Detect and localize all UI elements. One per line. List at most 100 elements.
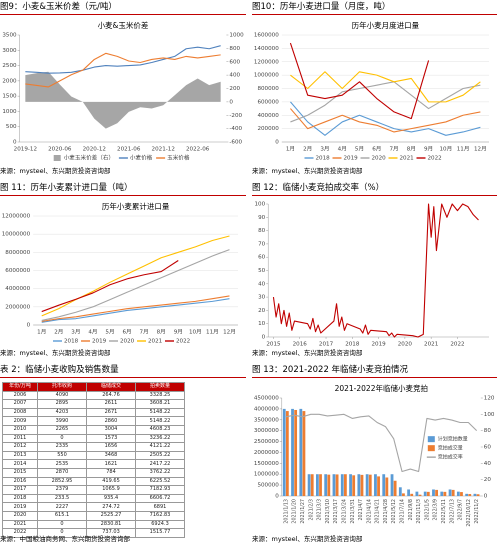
x-tick-label: 3月 bbox=[320, 146, 329, 153]
table-row: 2018 233.5 935.4 6606.72 bbox=[2, 493, 185, 504]
table-cell: 3004 bbox=[86, 424, 136, 435]
x-tick-label: 8月 bbox=[157, 329, 166, 336]
x-tick-label: 2021/1/13 bbox=[283, 499, 289, 524]
x-tick-label: 2018 bbox=[345, 342, 360, 348]
x-tick-label: 4月 bbox=[88, 329, 97, 336]
x-tick-label: 11月 bbox=[206, 329, 219, 336]
x-tick-label: 2022/10/12 bbox=[466, 499, 472, 527]
y-tick-label: 1000000 bbox=[254, 472, 279, 478]
bar bbox=[410, 493, 414, 496]
bar bbox=[402, 493, 405, 496]
y-tick-label: 1500000 bbox=[254, 461, 279, 467]
y-tick-label: 1000 bbox=[2, 109, 17, 115]
bar bbox=[451, 489, 455, 496]
chart: 小麦&玉米价差0500100015002000250030003500-600-… bbox=[2, 20, 244, 162]
x-tick-label: 2021/1/27 bbox=[300, 499, 306, 524]
x-tick-label: 2021/3/31 bbox=[350, 499, 356, 524]
bar bbox=[357, 474, 361, 496]
table-cell: 2015 bbox=[2, 467, 38, 478]
x-tick-label: 5月 bbox=[105, 329, 114, 336]
x-tick-label: 2021/9/8 bbox=[408, 499, 414, 521]
table: 年份/万吨 托市收购 临储成交 拍卖数量 2006 4090 264.76 3328.25 20… bbox=[2, 382, 185, 538]
table-cell: 2008 bbox=[2, 407, 38, 418]
y2-tick-label: 800 bbox=[229, 46, 240, 52]
legend-swatch bbox=[53, 155, 61, 161]
table-row: 2021 0 2830.81 6924.3 bbox=[2, 519, 185, 530]
y-tick-label: 20 bbox=[258, 308, 266, 314]
table-cell: 2611 bbox=[86, 399, 136, 409]
line bbox=[25, 52, 221, 88]
x-tick-label: 9月 bbox=[424, 146, 433, 153]
bar bbox=[374, 474, 377, 496]
x-tick-label: 12月 bbox=[223, 329, 236, 336]
table-cell: 2018 bbox=[2, 493, 38, 504]
y-tick-label: 2500000 bbox=[254, 439, 279, 445]
bar bbox=[418, 494, 422, 496]
table-cell: 2011 bbox=[2, 433, 38, 444]
y-tick-label: 2000000 bbox=[254, 450, 279, 456]
table-cell: 7162.83 bbox=[135, 510, 185, 521]
bar bbox=[316, 474, 319, 496]
y-tick-label: 40 bbox=[258, 281, 266, 287]
table-cell: 2870 bbox=[37, 467, 87, 478]
table-cell: 3990 bbox=[37, 416, 87, 426]
x-tick-label: 1月 bbox=[37, 329, 46, 336]
table-row: 2015 2870 784 3762.22 bbox=[2, 467, 185, 478]
x-tick-label: 12月 bbox=[474, 146, 487, 153]
bar bbox=[302, 411, 306, 496]
bar bbox=[377, 476, 380, 496]
line bbox=[285, 413, 478, 473]
x-tick-label: 2022/3/9 bbox=[433, 499, 439, 521]
table-row: 2012 2335 1656 4121.22 bbox=[2, 442, 185, 452]
x-tick-label: 2021/3/3 bbox=[317, 499, 323, 521]
bar bbox=[352, 475, 356, 496]
y2-tick-label: 20 bbox=[484, 477, 492, 483]
legend-label: 计划竞拍数量 bbox=[438, 436, 468, 443]
y-tick-label: 0 bbox=[27, 323, 31, 329]
table-cell: 1573 bbox=[86, 433, 136, 444]
line bbox=[41, 249, 230, 321]
y2-tick-label: 40 bbox=[484, 461, 492, 467]
table-cell: 3328.25 bbox=[135, 390, 185, 401]
x-tick-label: 2021/4/21 bbox=[375, 499, 381, 524]
caption: 图10：历年小麦进口量（月度，吨） bbox=[252, 0, 497, 15]
chart-title: 历年小麦累计进口量 bbox=[102, 201, 170, 211]
caption: 图 11：历年小麦累计进口量（吨） bbox=[0, 181, 246, 196]
caption: 图 12：临储小麦竞拍成交率（%） bbox=[252, 181, 497, 196]
source: 来源：mysteel、东兴期货投资咨询部 bbox=[252, 349, 363, 357]
table-cell: 5148.22 bbox=[135, 416, 185, 426]
table-cell: 2505.22 bbox=[135, 450, 185, 461]
x-tick-label: 5月 bbox=[355, 146, 364, 153]
bar bbox=[432, 489, 435, 496]
y-tick-label: 6000000 bbox=[5, 268, 30, 274]
bar bbox=[319, 474, 322, 496]
bar bbox=[393, 480, 397, 496]
table-cell: 2895 bbox=[37, 399, 87, 409]
chart: 历年小麦月度进口量 0 200000 400000 600000 800000 100000… bbox=[254, 20, 489, 162]
table-cell: 2417.22 bbox=[135, 459, 185, 469]
source: 来源：mysteel、东兴期货投资咨询部 bbox=[252, 167, 363, 175]
y-tick-label: 0 bbox=[275, 140, 279, 146]
caption: 表 2：临储小麦收购及销售数量 bbox=[0, 363, 246, 378]
x-tick-label: 2021/3/10 bbox=[325, 499, 331, 524]
x-tick-label: 11月 bbox=[457, 146, 470, 153]
y2-tick-label: 100 bbox=[484, 412, 495, 418]
x-tick-label: 6月 bbox=[372, 146, 381, 153]
x-tick-label: 2021/5/12 bbox=[391, 499, 397, 524]
table-cell: 274.72 bbox=[86, 502, 136, 512]
bar bbox=[456, 491, 460, 496]
legend-swatch bbox=[427, 436, 435, 443]
table-cell: 2860 bbox=[86, 416, 136, 426]
table-header-row: 年份/万吨 托市收购 临储成交 拍卖数量 bbox=[2, 382, 185, 392]
line bbox=[41, 235, 230, 317]
bar bbox=[443, 491, 447, 496]
table-row: 2019 2227 274.72 6891 bbox=[2, 502, 185, 512]
y-tick-label: 12000000 bbox=[2, 214, 31, 220]
x-tick-label: 2021/11/3 bbox=[416, 499, 422, 524]
bar bbox=[435, 489, 438, 496]
x-tick-label: 2月 bbox=[54, 329, 63, 336]
bar bbox=[299, 408, 303, 496]
table-cell: 264.76 bbox=[86, 390, 136, 401]
table-cell: 2265 bbox=[37, 424, 87, 435]
x-tick-label: 2021/3/17 bbox=[333, 499, 339, 524]
